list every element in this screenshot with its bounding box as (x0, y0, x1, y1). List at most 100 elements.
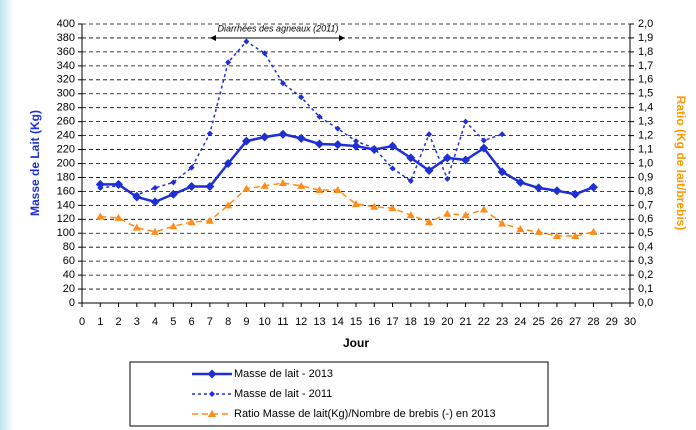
marker (425, 218, 434, 226)
marker (168, 189, 178, 199)
y-tick-label: 40 (63, 269, 75, 281)
marker (388, 141, 398, 151)
y-tick-label: 260 (57, 116, 75, 128)
y2-tick-label: 1,1 (638, 143, 653, 155)
y2-tick-label: 0,6 (638, 213, 653, 225)
marker (479, 143, 489, 153)
y2-tick-label: 1,4 (638, 102, 653, 114)
marker (187, 182, 197, 192)
marker (444, 175, 451, 182)
y2-tick-label: 1,3 (638, 116, 653, 128)
x-tick-label: 11 (277, 316, 288, 328)
marker (206, 130, 213, 137)
series-line (100, 182, 594, 237)
marker (333, 186, 342, 194)
marker (480, 137, 487, 144)
marker (260, 132, 270, 142)
y2-tick-label: 0,3 (638, 255, 653, 267)
marker (296, 133, 306, 143)
x-tick-label: 14 (332, 316, 344, 328)
y-tick-label: 20 (63, 283, 75, 295)
marker (169, 222, 178, 230)
marker (115, 182, 122, 189)
marker (151, 227, 160, 235)
marker (534, 227, 543, 235)
y-tick-label: 380 (57, 32, 75, 44)
marker (371, 145, 378, 152)
marker (114, 213, 123, 221)
x-tick-label: 3 (134, 316, 140, 328)
marker (388, 204, 397, 212)
y2-tick-label: 0,0 (638, 297, 653, 309)
x-tick-label: 2 (115, 316, 121, 328)
marker (426, 131, 433, 138)
legend-label: Masse de lait - 2011 (234, 388, 332, 400)
y2-axis-label: Ratio (Kg de lait/brebis) (674, 96, 688, 231)
marker (589, 227, 598, 235)
y-tick-label: 360 (57, 46, 75, 58)
marker (479, 205, 488, 213)
marker (170, 179, 177, 186)
marker (297, 181, 306, 189)
x-tick-label: 26 (551, 316, 563, 328)
marker (588, 182, 598, 192)
y2-tick-label: 0,1 (638, 283, 653, 295)
y2-tick-label: 0,4 (638, 241, 653, 253)
marker (188, 164, 195, 171)
marker (406, 153, 416, 163)
y-tick-label: 80 (63, 241, 75, 253)
x-tick-label: 7 (207, 316, 213, 328)
y2-tick-label: 1,5 (638, 88, 653, 100)
marker (279, 80, 286, 87)
y2-tick-label: 1,2 (638, 130, 653, 142)
y-tick-label: 180 (57, 171, 75, 183)
marker (205, 216, 214, 224)
marker (389, 165, 396, 172)
marker (333, 140, 343, 150)
y2-tick-label: 2,0 (638, 18, 653, 30)
marker (260, 181, 269, 189)
series-line (100, 132, 594, 204)
marker (209, 391, 215, 397)
annotation: Diarrhées des agneaux (2011) (218, 23, 339, 33)
x-tick-label: 13 (313, 316, 325, 328)
x-tick-label: 16 (368, 316, 380, 328)
marker (442, 153, 452, 163)
marker (352, 199, 360, 207)
y-tick-label: 160 (57, 185, 75, 197)
marker (95, 179, 105, 189)
x-tick-label: 22 (478, 316, 490, 328)
y2-tick-label: 1,9 (638, 32, 653, 44)
marker (552, 232, 561, 240)
x-tick-label: 4 (152, 316, 158, 328)
y2-tick-label: 1,8 (638, 46, 653, 58)
y-tick-label: 140 (57, 199, 75, 211)
x-tick-label: 21 (459, 316, 471, 328)
x-tick-label: 9 (243, 316, 249, 328)
y-axis-label: Masse de Lait (Kg) (28, 110, 42, 216)
y-tick-label: 280 (57, 102, 75, 114)
x-tick-label: 27 (569, 316, 581, 328)
marker (552, 186, 562, 196)
x-tick-label: 30 (624, 316, 636, 328)
y-tick-label: 60 (63, 255, 75, 267)
y2-tick-label: 1,7 (638, 60, 653, 72)
marker (461, 211, 470, 219)
y-tick-label: 240 (57, 130, 75, 142)
marker (571, 232, 580, 240)
y2-tick-label: 0,8 (638, 185, 653, 197)
marker (207, 369, 217, 379)
x-tick-label: 6 (189, 316, 195, 328)
marker (96, 212, 105, 220)
marker (315, 186, 324, 194)
legend-label: Masse de lait - 2013 (234, 368, 333, 380)
y2-tick-label: 1,6 (638, 74, 653, 86)
marker (515, 177, 525, 187)
marker (370, 202, 379, 210)
marker (187, 218, 196, 226)
y2-tick-label: 0,5 (638, 227, 653, 239)
x-tick-label: 8 (225, 316, 231, 328)
marker (261, 50, 268, 57)
marker (225, 59, 232, 66)
x-tick-label: 23 (496, 316, 508, 328)
